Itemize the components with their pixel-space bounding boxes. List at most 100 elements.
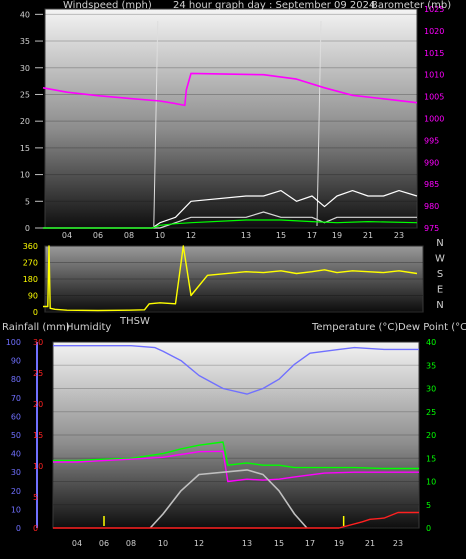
windspeed-tick-label: 0: [25, 224, 30, 233]
barometer-axis-title: Barometer (mb): [371, 0, 451, 11]
x-tick-label: 19: [332, 231, 342, 240]
barometer-tick-label: 1015: [424, 49, 444, 58]
x-tick-label: 19: [334, 539, 344, 548]
humidity-axis-bar: [36, 342, 38, 528]
x-tick-label: 23: [393, 539, 403, 548]
rainfall-tick-label: 20: [33, 400, 43, 409]
temperature-series: [43, 219, 418, 229]
windspeed-tick-label: 35: [20, 37, 30, 46]
humidity-tick-label: 10: [11, 505, 21, 514]
compass-label: E: [437, 285, 443, 296]
compass-label: N: [436, 238, 443, 249]
humidity-tick-label: 90: [11, 357, 21, 366]
compass-label: S: [437, 269, 443, 280]
windspeed-tick-label: 30: [20, 64, 30, 73]
wind-gust-spike: [153, 20, 159, 227]
solar-series: [149, 469, 308, 529]
temperature-tick-label: 0: [426, 524, 431, 533]
wind-direction-plot-area: [44, 245, 424, 313]
temperature-tick-label: 10: [426, 478, 436, 487]
x-tick-label: 12: [194, 539, 204, 548]
barometer-tick-label: 985: [424, 180, 439, 189]
rainfall-tick-label: 0: [33, 524, 38, 533]
rainfall-axis-title: Rainfall (mm): [2, 322, 70, 333]
barometer-tick-label: 1020: [424, 27, 444, 36]
humidity-tick-label: 30: [11, 468, 21, 477]
x-tick-label: 08: [126, 539, 136, 548]
barometer-tick-label: 995: [424, 136, 439, 145]
x-tick-label: 13: [242, 539, 252, 548]
temperature-tick-label: 25: [426, 408, 436, 417]
x-tick-label: 04: [62, 231, 72, 240]
wind-direction-tick-label: 360: [23, 242, 38, 251]
humidity-tick-label: 40: [11, 450, 21, 459]
wind-direction-tick-label: 270: [23, 259, 38, 268]
humidity-tick-label: 60: [11, 412, 21, 421]
temperature-tick-label: 30: [426, 385, 436, 394]
temperature-tick-label: 40: [426, 338, 436, 347]
windspeed-axis-title: Windspeed (mph): [63, 0, 152, 11]
barometer-tick-label: 1025: [424, 5, 444, 14]
humidity-tick-label: 20: [11, 487, 21, 496]
dew_point-series: [53, 450, 419, 483]
humidity-tick-label: 80: [11, 375, 21, 384]
windspeed-tick-label: 5: [25, 197, 30, 206]
thsw-label: THSW: [119, 316, 150, 327]
temperature-series: [53, 441, 419, 470]
temperature-tick-label: 35: [426, 361, 436, 370]
x-tick-label: 12: [186, 231, 196, 240]
barometer-tick-label: 980: [424, 202, 439, 211]
humidity-tick-label: 50: [11, 431, 21, 440]
humidity-tick-label: 100: [6, 338, 21, 347]
wind_dir-series: [43, 245, 418, 312]
barometer-series: [42, 72, 418, 107]
dew-point-axis-title: Dew Point (°C): [398, 322, 466, 333]
windspeed-tick-label: 10: [20, 171, 30, 180]
rainfall-tick-label: 15: [33, 431, 43, 440]
wind-barometer-plot-area: [44, 8, 418, 229]
temperature-axis-title: Temperature (°C): [311, 322, 398, 333]
barometer-tick-label: 1010: [424, 71, 444, 80]
temperature-tick-label: 15: [426, 454, 436, 463]
barometer-tick-label: 990: [424, 158, 439, 167]
barometer-tick-label: 1005: [424, 93, 444, 102]
x-tick-label: 23: [394, 231, 404, 240]
wind_gust-series: [43, 190, 418, 229]
humidity-series: [53, 345, 419, 395]
temperature-tick-label: 5: [426, 501, 431, 510]
rainfall-tick-label: 25: [33, 369, 43, 378]
wind-direction-tick-label: 180: [23, 275, 38, 284]
rainfall-tick-label: 10: [33, 462, 43, 471]
barometer-tick-label: 1000: [424, 115, 444, 124]
temperature-humidity-panel: Rainfall (mm) Humidity Temperature (°C) …: [2, 322, 466, 548]
x-tick-label: 04: [72, 539, 82, 548]
x-tick-label: 15: [276, 231, 286, 240]
wind-direction-tick-label: 0: [33, 308, 38, 317]
barometer-tick-label: 975: [424, 224, 439, 233]
temperature-tick-label: 20: [426, 431, 436, 440]
rainfall-series: [53, 511, 419, 529]
humidity-axis-title: Humidity: [66, 322, 111, 333]
x-tick-label: 10: [155, 231, 165, 240]
graph-title: 24 hour graph day : September 09 2024: [173, 0, 375, 11]
windspeed-tick-label: 15: [20, 144, 30, 153]
rainfall-tick-label: 5: [33, 493, 38, 502]
x-tick-label: 06: [99, 539, 109, 548]
windspeed-tick-label: 20: [20, 117, 30, 126]
x-tick-label: 15: [274, 539, 284, 548]
x-tick-label: 21: [365, 539, 375, 548]
x-tick-label: 17: [305, 539, 315, 548]
compass-label: W: [435, 254, 445, 265]
x-tick-label: 06: [93, 231, 103, 240]
x-tick-label: 21: [363, 231, 373, 240]
humidity-tick-label: 70: [11, 394, 21, 403]
windspeed-tick-label: 25: [20, 90, 30, 99]
x-tick-label: 08: [124, 231, 134, 240]
humidity-tick-label: 0: [16, 524, 21, 533]
wind-gust-spike: [316, 20, 322, 227]
compass-label: N: [436, 300, 443, 311]
